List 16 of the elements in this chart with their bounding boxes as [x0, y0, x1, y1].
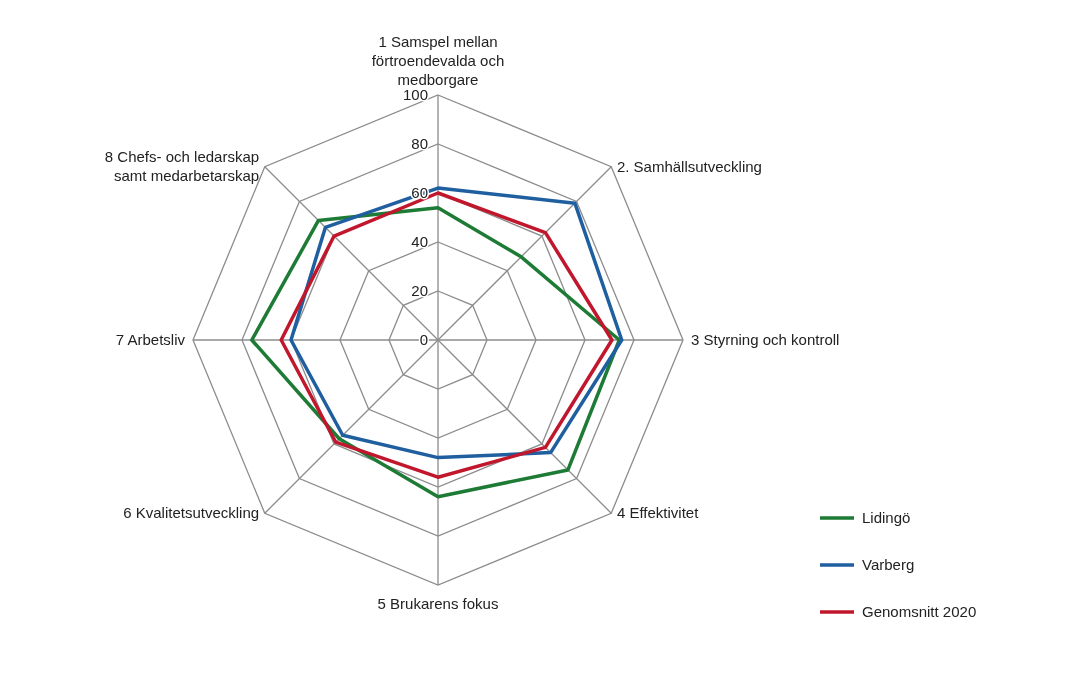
y-tick-label: 0 [419, 331, 428, 348]
spoke-label: 2. Samhällsutveckling [616, 157, 762, 175]
legend-label: Genomsnitt 2020 [862, 603, 977, 620]
legend-label: Lidingö [862, 509, 911, 526]
spoke-label: 4 Effektivitet [616, 504, 700, 522]
spoke-label: 3 Styrning och kontroll [691, 331, 840, 348]
legend-label: Varberg [862, 556, 915, 573]
y-tick-label: 20 [411, 282, 428, 299]
y-tick-label: 40 [411, 233, 428, 250]
y-tick-label: 80 [411, 135, 428, 152]
spoke-label: 8 Chefs- och ledarskap samt medarbetarskap [104, 148, 260, 185]
y-tick-label: 100 [402, 86, 428, 103]
spoke-label: 5 Brukarens fokus [377, 595, 499, 612]
spoke-label: 7 Arbetsliv [115, 331, 186, 348]
spoke-label: 6 Kvalitetsutveckling [123, 504, 260, 522]
spoke-label: 1 Samspel mellan förtroendevalda och medborgare [371, 33, 505, 88]
